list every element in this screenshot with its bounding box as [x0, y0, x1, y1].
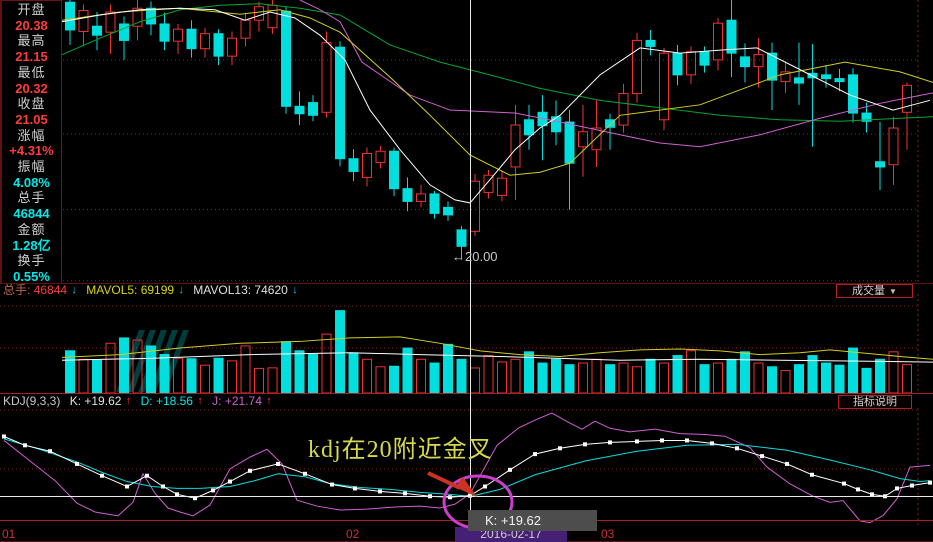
crosshair-horizontal-line: [0, 496, 933, 497]
quote-label-change: 涨幅: [17, 127, 46, 143]
date-axis: 01 02 2016-02-17 03: [0, 521, 933, 542]
quote-info-panel: 开盘 20.38 最高 21.15 最低 20.32 收盘 21.05 涨幅 +…: [0, 0, 62, 284]
quote-label-open: 开盘: [17, 2, 46, 17]
quote-value-open: 20.38: [15, 17, 48, 33]
quote-label-close: 收盘: [17, 96, 46, 112]
volume-selector-label: 成交量: [852, 285, 886, 297]
quote-value-change: +4.31%: [9, 143, 54, 159]
quote-label-volume: 总手: [17, 190, 46, 206]
volume-header: 总手: 46844 ↓ MAVOL5: 69199 ↓ MAVOL13: 746…: [0, 284, 933, 297]
indicator-help-button[interactable]: 指标说明: [838, 395, 912, 409]
mavol5-value: MAVOL5: 69199: [86, 283, 175, 297]
volume-total-value: 46844: [33, 283, 68, 297]
kdj-d-value: D: +18.56: [140, 394, 193, 408]
quote-value-volume: 46844: [13, 206, 50, 222]
quote-value-turnover: 0.55%: [13, 268, 50, 284]
quote-label-amplitude: 振幅: [17, 158, 46, 174]
candlestick-pane[interactable]: [0, 0, 933, 283]
quote-value-amplitude: 4.08%: [13, 174, 50, 190]
kdj-header: KDJ(9,3,3) K: +19.62 ↑ D: +18.56 ↑ J: +2…: [0, 395, 933, 408]
arrow-down-icon: ↓: [178, 284, 184, 296]
kdj-pane[interactable]: [0, 408, 933, 526]
volume-total-label: 总手:: [3, 283, 31, 297]
pane-separator: [0, 393, 933, 394]
date-label-mar: 03: [601, 527, 615, 541]
volume-indicator-selector[interactable]: 成交量 ▼: [836, 284, 913, 298]
dropdown-arrow-icon: ▼: [889, 287, 897, 296]
quote-value-close: 21.05: [15, 111, 48, 127]
pane-separator: [0, 283, 933, 284]
kdj-indicator-name: KDJ(9,3,3): [3, 394, 61, 408]
price-marker: ←20.00: [452, 249, 498, 264]
indicator-help-label: 指标说明: [853, 396, 897, 408]
mavol13-value: MAVOL13: 74620: [193, 283, 288, 297]
quote-label-low: 最低: [17, 64, 46, 80]
date-label-jan: 01: [2, 527, 16, 541]
quote-label-high: 最高: [17, 33, 46, 49]
kdj-value-tooltip: K: +19.62: [468, 510, 597, 531]
quote-value-amount: 1.28亿: [12, 237, 51, 253]
kdj-j-value: J: +21.74: [212, 394, 262, 408]
crosshair-vertical-line: [470, 0, 471, 520]
quote-label-turnover: 换手: [17, 253, 46, 269]
volume-pane[interactable]: [0, 294, 933, 394]
annotation-text: kdj在20附近金叉: [308, 437, 493, 463]
quote-value-low: 20.32: [15, 80, 48, 96]
quote-label-amount: 金额: [17, 221, 46, 237]
arrow-down-icon: ↓: [71, 284, 77, 296]
quote-value-high: 21.15: [15, 49, 48, 65]
kdj-k-value: K: +19.62: [69, 394, 122, 408]
arrow-up-icon: ↑: [125, 395, 132, 407]
arrow-down-icon: ↓: [292, 284, 298, 296]
arrow-up-icon: ↑: [266, 395, 272, 407]
arrow-up-icon: ↑: [197, 395, 203, 407]
price-marker-value: 20.00: [465, 249, 498, 264]
arrow-left-icon: ←: [452, 249, 465, 264]
date-label-feb: 02: [346, 527, 360, 541]
